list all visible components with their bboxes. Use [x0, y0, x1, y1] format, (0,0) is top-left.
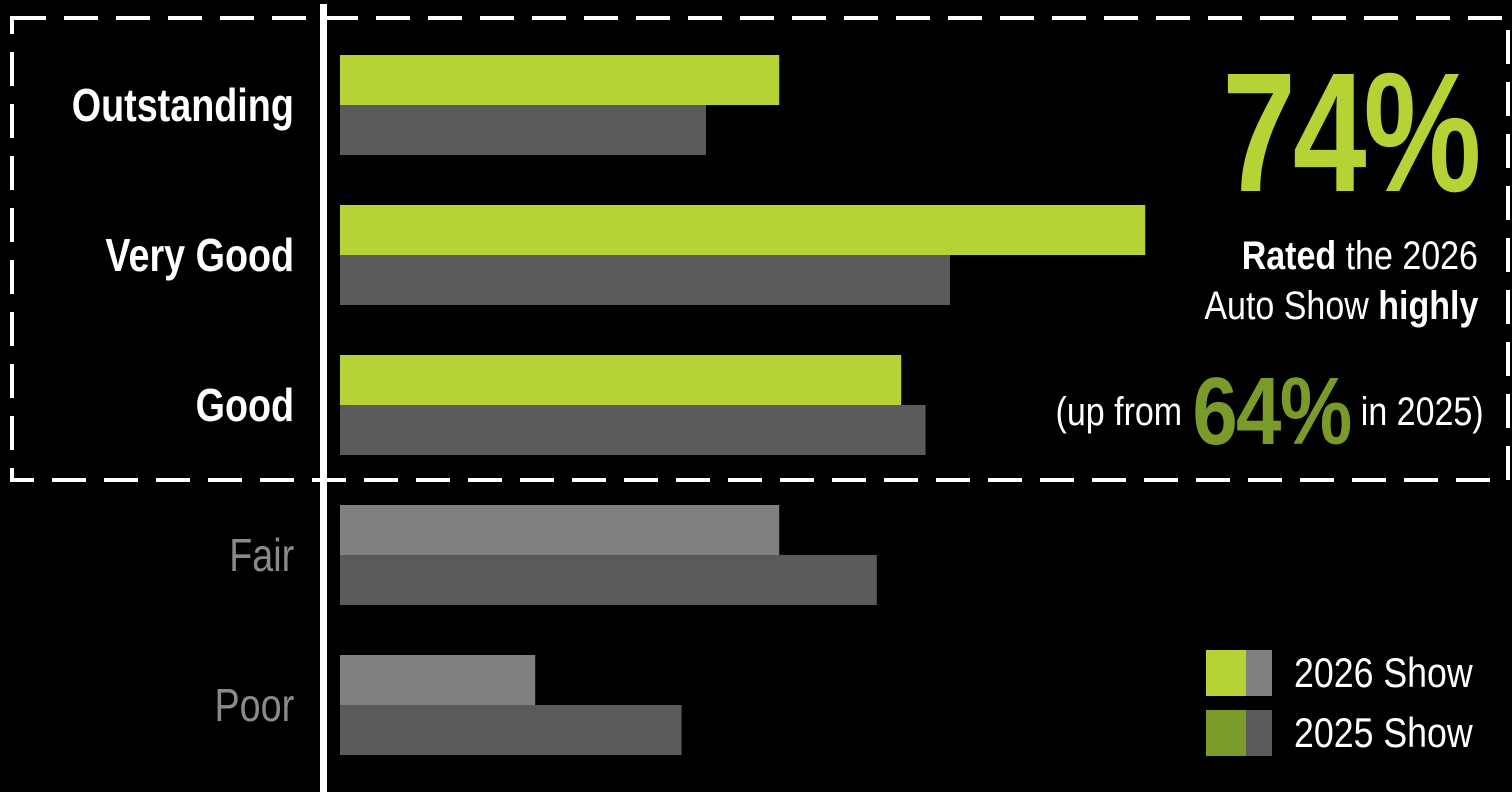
- bar-very-good-2026-show: [340, 205, 1146, 255]
- legend-swatch-2026-dim: [1246, 650, 1272, 696]
- bar-outstanding-2026-show: [340, 55, 780, 105]
- bar-poor-2025-show: [340, 705, 682, 755]
- legend-swatch-2025-highlight: [1206, 710, 1246, 756]
- category-label-outstanding: Outstanding: [71, 79, 294, 131]
- headline-percentage: 74%: [1221, 38, 1481, 228]
- legend-swatch-2025-dim: [1246, 710, 1272, 756]
- category-label-very-good: Very Good: [105, 229, 294, 281]
- previous-percentage: 64%: [1192, 358, 1353, 465]
- callout-line-1: Rated the 2026: [1242, 232, 1478, 280]
- bar-fair-2026-show: [340, 505, 780, 555]
- y-axis-line: [320, 4, 327, 792]
- bar-fair-2025-show: [340, 555, 877, 605]
- callout-text-2: Auto Show: [1203, 284, 1378, 328]
- bar-good-2025-show: [340, 405, 926, 455]
- legend-label-2026: 2026 Show: [1294, 649, 1473, 696]
- bar-good-2026-show: [340, 355, 902, 405]
- callout-bold-rated: Rated: [1241, 234, 1337, 278]
- category-label-poor: Poor: [214, 679, 294, 731]
- bar-outstanding-2025-show: [340, 105, 706, 155]
- callout-comparison: (up from 64% in 2025): [1055, 358, 1484, 465]
- callout-text-1: the 2026: [1336, 234, 1478, 278]
- callout-bold-highly: highly: [1377, 284, 1478, 328]
- legend-label-2025: 2025 Show: [1294, 709, 1473, 756]
- legend-item-2025: 2025 Show: [1206, 709, 1504, 756]
- legend-swatch-2026-highlight: [1206, 650, 1246, 696]
- category-label-good: Good: [195, 379, 294, 431]
- callout-up-suffix: in 2025): [1361, 389, 1484, 434]
- callout-line-2: Auto Show highly: [1204, 282, 1478, 330]
- bar-poor-2026-show: [340, 655, 536, 705]
- highlight-box: [10, 16, 1510, 482]
- legend-item-2026: 2026 Show: [1206, 649, 1504, 696]
- bars-group: [340, 55, 1146, 755]
- category-label-fair: Fair: [229, 529, 294, 581]
- callout-up-prefix: (up from: [1055, 389, 1183, 434]
- bar-very-good-2025-show: [340, 255, 950, 305]
